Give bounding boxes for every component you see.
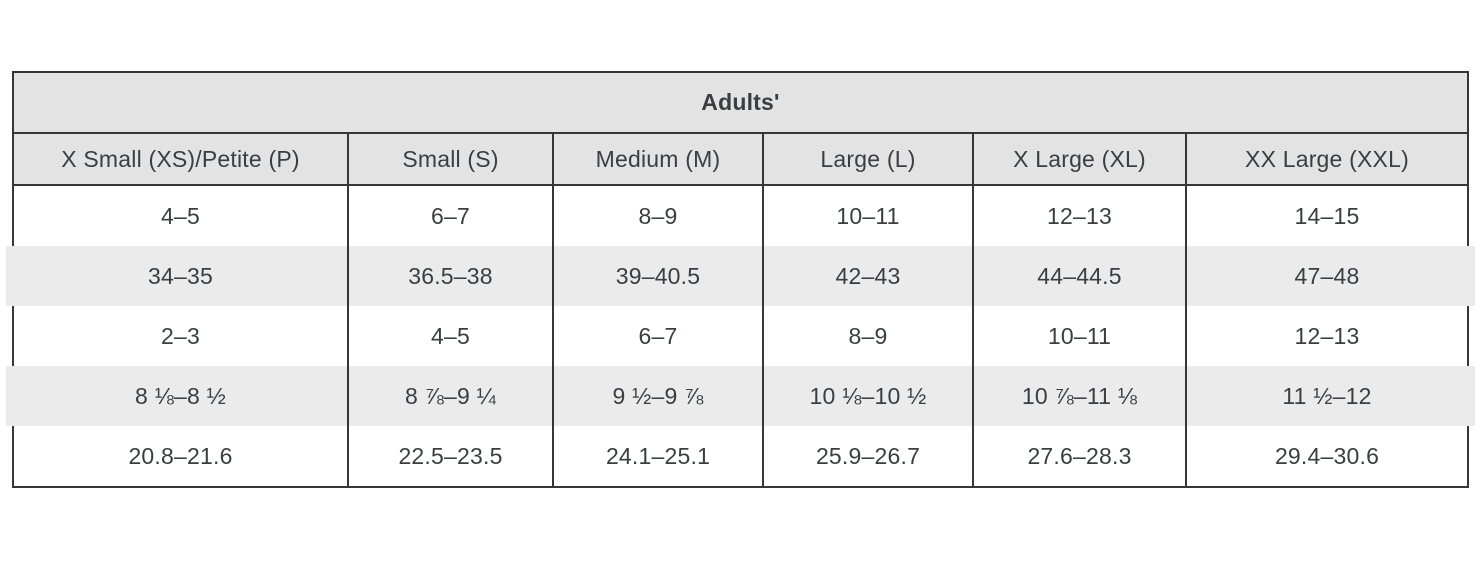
column-header-row: X Small (XS)/Petite (P) Small (S) Medium…: [14, 134, 1467, 186]
table-cell: 24.1–25.1: [552, 426, 762, 486]
table-cell: 8–9: [552, 186, 762, 246]
table-cell: 12–13: [1185, 306, 1467, 366]
table-cell: 25.9–26.7: [762, 426, 972, 486]
table-cell: 6–7: [347, 186, 552, 246]
table-cell: 29.4–30.6: [1185, 426, 1467, 486]
column-header-xsmall: X Small (XS)/Petite (P): [61, 145, 300, 172]
table-cell: 10–11: [972, 306, 1185, 366]
table-row: 2–3 4–5 6–7 8–9 10–11 12–13: [14, 306, 1467, 366]
table-cell: 36.5–38: [347, 246, 552, 306]
table-cell: 8 ⅞–9 ¼: [347, 366, 552, 426]
table-cell: 11 ½–12: [1185, 366, 1467, 426]
table-cell: 9 ½–9 ⅞: [552, 366, 762, 426]
table-cell: 10 ⅛–10 ½: [762, 366, 972, 426]
table-title: Adults': [701, 89, 780, 115]
table-cell: 10 ⅞–11 ⅛: [972, 366, 1185, 426]
table-cell: 12–13: [972, 186, 1185, 246]
table-cell: 20.8–21.6: [128, 442, 233, 469]
column-header-medium: Medium (M): [552, 134, 762, 184]
column-header-small: Small (S): [347, 134, 552, 184]
table-cell: 42–43: [762, 246, 972, 306]
table-cell: 27.6–28.3: [972, 426, 1185, 486]
adults-size-chart-table: Adults' X Small (XS)/Petite (P) Small (S…: [6, 71, 1475, 488]
table-cell: 6–7: [552, 306, 762, 366]
table-row: 8 ⅛–8 ½ 8 ⅞–9 ¼ 9 ½–9 ⅞ 10 ⅛–10 ½ 10 ⅞–1…: [6, 366, 1475, 426]
table-cell: 8 ⅛–8 ½: [14, 366, 347, 426]
column-header-xlarge: X Large (XL): [972, 134, 1185, 184]
table-title-row: Adults': [14, 73, 1467, 134]
column-header-large: Large (L): [762, 134, 972, 184]
table-cell: 39–40.5: [552, 246, 762, 306]
table-cell: 47–48: [1185, 246, 1467, 306]
table-cell: 4–5: [347, 306, 552, 366]
table-cell: 2–3: [161, 322, 200, 349]
table-cell: 44–44.5: [972, 246, 1185, 306]
table-row: 34–35 36.5–38 39–40.5 42–43 44–44.5 47–4…: [6, 246, 1475, 306]
table-cell: 22.5–23.5: [347, 426, 552, 486]
table-cell: 4–5: [161, 202, 200, 229]
table-cell: 34–35: [14, 246, 347, 306]
table-cell: 10–11: [762, 186, 972, 246]
table-cell: 8–9: [762, 306, 972, 366]
table-row: 4–5 6–7 8–9 10–11 12–13 14–15: [14, 186, 1467, 246]
column-header-xxlarge: XX Large (XXL): [1185, 134, 1467, 184]
table-cell: 14–15: [1185, 186, 1467, 246]
table-row: 20.8–21.6 22.5–23.5 24.1–25.1 25.9–26.7 …: [14, 426, 1467, 486]
